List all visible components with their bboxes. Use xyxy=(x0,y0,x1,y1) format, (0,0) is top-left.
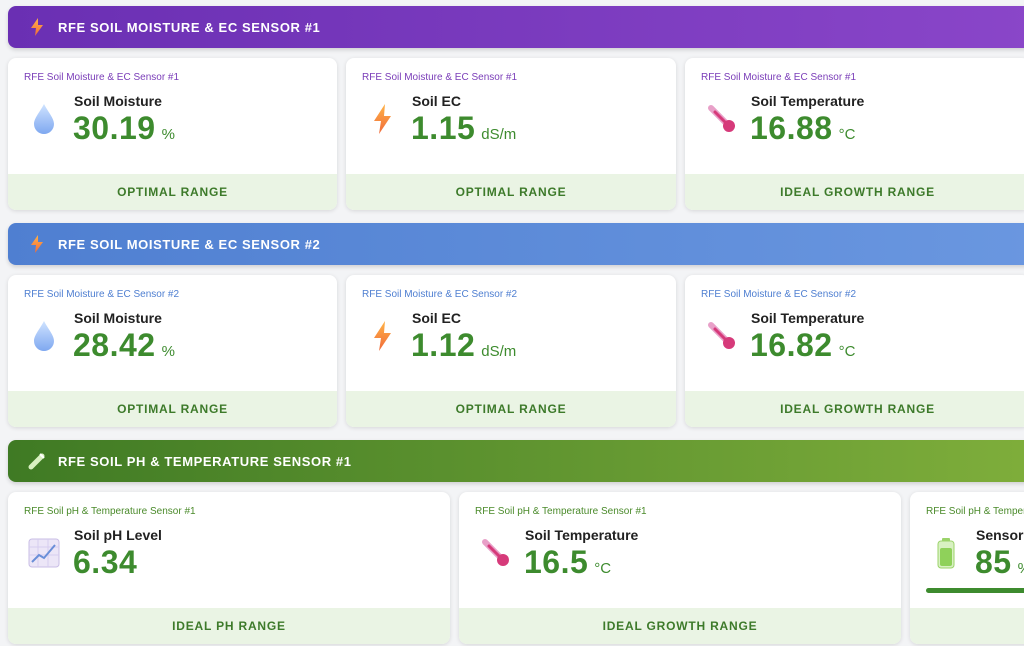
sensor-card-soil-ec-1[interactable]: RFE Soil Moisture & EC Sensor #1 Soil EC… xyxy=(346,58,676,210)
section-header-2: RFE SOIL MOISTURE & EC SENSOR #2 xyxy=(8,223,1024,265)
card-unit: dS/m xyxy=(481,126,517,143)
card-source: RFE Soil pH & Tempera xyxy=(926,506,1024,517)
card-source: RFE Soil Moisture & EC Sensor #2 xyxy=(701,289,857,300)
card-source: RFE Soil Moisture & EC Sensor #1 xyxy=(362,72,518,83)
card-source: RFE Soil pH & Temperature Sensor #1 xyxy=(475,506,647,517)
card-unit: % xyxy=(161,126,175,143)
card-label: Soil Moisture xyxy=(74,310,162,326)
test-tube-icon xyxy=(26,450,48,472)
card-value: 6.34 xyxy=(73,544,138,580)
card-label: Soil EC xyxy=(412,310,462,326)
lightning-icon xyxy=(26,233,48,255)
card-value: 28.42 xyxy=(73,327,156,363)
card-label: Soil EC xyxy=(412,93,462,109)
section-header-1: RFE SOIL MOISTURE & EC SENSOR #1 xyxy=(8,6,1024,48)
card-label: Soil Moisture xyxy=(74,93,162,109)
card-label: Soil Temperature xyxy=(751,93,865,109)
section-title: RFE SOIL PH & TEMPERATURE SENSOR #1 xyxy=(58,453,352,469)
card-unit: °C xyxy=(838,126,856,143)
card-value: 1.15 xyxy=(411,110,476,146)
card-value: 30.19 xyxy=(73,110,156,146)
sensor-card-soil-ec-2[interactable]: RFE Soil Moisture & EC Sensor #2 Soil EC… xyxy=(346,275,676,427)
status-badge xyxy=(910,608,1024,644)
sensor-card-soil-moisture-2[interactable]: RFE Soil Moisture & EC Sensor #2 Soil Mo… xyxy=(8,275,337,427)
sensor-card-ph-sensor-temperature[interactable]: RFE Soil pH & Temperature Sensor #1 Soil… xyxy=(459,492,901,644)
card-label: Sensor B xyxy=(976,527,1024,543)
card-label: Soil Temperature xyxy=(751,310,865,326)
lightning-icon xyxy=(366,102,398,136)
status-badge: OPTIMAL RANGE xyxy=(346,174,676,210)
card-unit: dS/m xyxy=(481,343,517,360)
status-badge: IDEAL GROWTH RANGE xyxy=(459,608,901,644)
section-header-3: RFE SOIL PH & TEMPERATURE SENSOR #1 xyxy=(8,440,1024,482)
card-label: Soil pH Level xyxy=(74,527,162,543)
card-source: RFE Soil Moisture & EC Sensor #1 xyxy=(24,72,180,83)
section-title: RFE SOIL MOISTURE & EC SENSOR #1 xyxy=(58,19,321,35)
card-source: RFE Soil Moisture & EC Sensor #2 xyxy=(24,289,180,300)
card-unit: % xyxy=(1018,560,1024,577)
section-title: RFE SOIL MOISTURE & EC SENSOR #2 xyxy=(58,236,321,252)
thermometer-icon xyxy=(479,536,511,570)
thermometer-icon xyxy=(705,319,737,353)
card-label: Soil Temperature xyxy=(525,527,639,543)
sensor-card-battery[interactable]: RFE Soil pH & Tempera Sensor B 85 % xyxy=(910,492,1024,644)
lightning-icon xyxy=(26,16,48,38)
thermometer-icon xyxy=(705,102,737,136)
card-source: RFE Soil Moisture & EC Sensor #1 xyxy=(701,72,857,83)
status-badge: OPTIMAL RANGE xyxy=(8,391,337,427)
card-source: RFE Soil pH & Temperature Sensor #1 xyxy=(24,506,196,517)
status-badge: IDEAL GROWTH RANGE xyxy=(685,391,1024,427)
water-drop-icon xyxy=(28,319,60,353)
water-drop-icon xyxy=(28,102,60,136)
card-value: 16.82 xyxy=(750,327,833,363)
card-value: 16.5 xyxy=(524,544,589,580)
sensor-card-soil-temperature-1[interactable]: RFE Soil Moisture & EC Sensor #1 Soil Te… xyxy=(685,58,1024,210)
card-unit: °C xyxy=(838,343,856,360)
battery-icon xyxy=(930,536,962,570)
sensor-card-soil-ph[interactable]: RFE Soil pH & Temperature Sensor #1 Soil… xyxy=(8,492,450,644)
card-source: RFE Soil Moisture & EC Sensor #2 xyxy=(362,289,518,300)
sensor-card-soil-moisture-1[interactable]: RFE Soil Moisture & EC Sensor #1 Soil Mo… xyxy=(8,58,337,210)
status-badge: OPTIMAL RANGE xyxy=(346,391,676,427)
card-unit: °C xyxy=(594,560,612,577)
card-value: 85 xyxy=(975,544,1012,580)
status-badge: OPTIMAL RANGE xyxy=(8,174,337,210)
sensor-card-soil-temperature-2[interactable]: RFE Soil Moisture & EC Sensor #2 Soil Te… xyxy=(685,275,1024,427)
lightning-icon xyxy=(366,319,398,353)
card-value: 1.12 xyxy=(411,327,476,363)
status-badge: IDEAL PH RANGE xyxy=(8,608,450,644)
card-unit: % xyxy=(161,343,175,360)
chart-icon xyxy=(28,536,60,570)
battery-progress-bar xyxy=(926,588,1024,593)
status-badge: IDEAL GROWTH RANGE xyxy=(685,174,1024,210)
card-value: 16.88 xyxy=(750,110,833,146)
